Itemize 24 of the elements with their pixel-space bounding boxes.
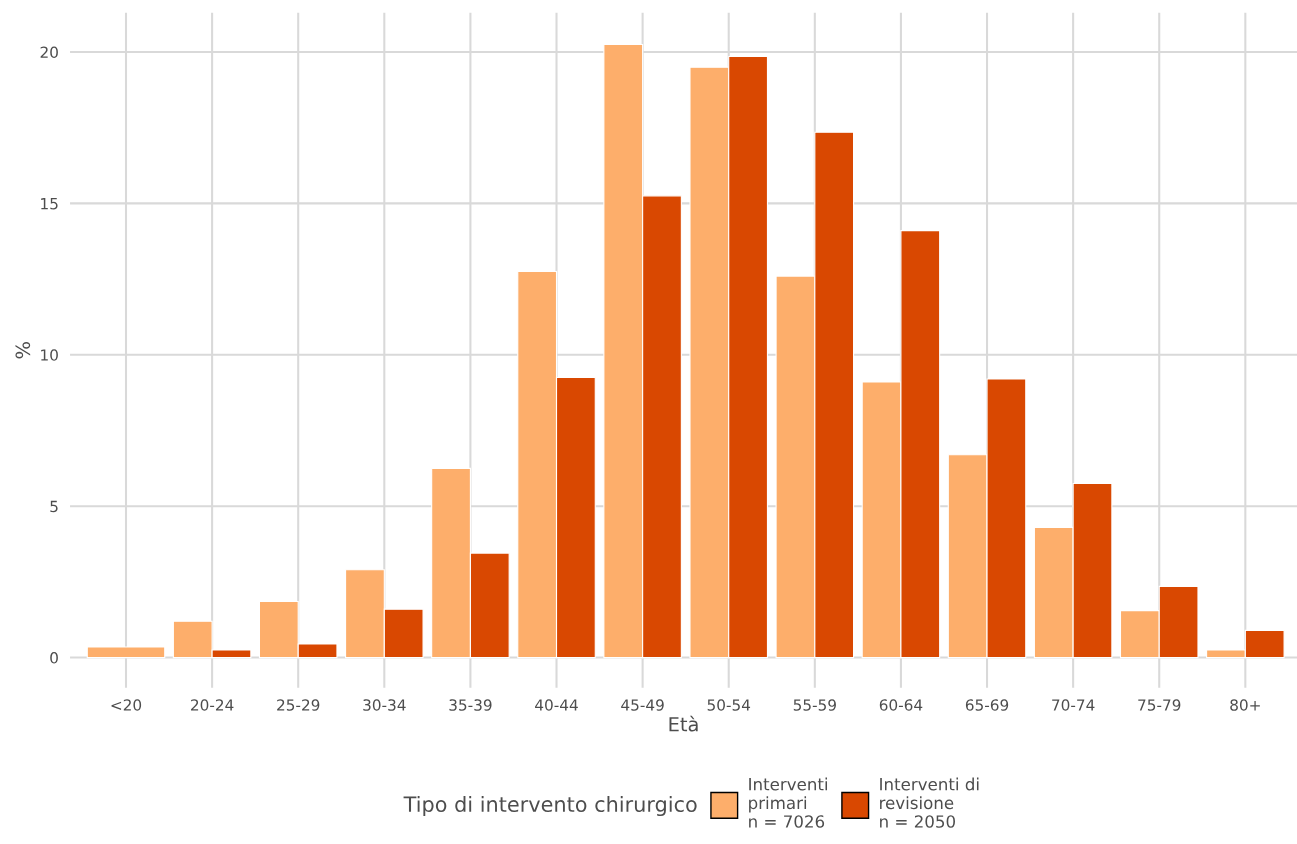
x-tick-label: 45-49	[621, 699, 664, 711]
x-tick-label: 75-79	[1138, 699, 1181, 711]
x-tick-label: 35-39	[449, 699, 492, 711]
x-tick-label: 55-59	[793, 699, 836, 711]
x-tick-label: 30-34	[363, 699, 406, 711]
legend-label: Interventi di revisione n = 2050	[880, 777, 979, 828]
y-tick-label: 20	[40, 46, 58, 59]
x-tick-label: 65-69	[965, 699, 1009, 711]
x-tick-label: 50-54	[707, 699, 751, 711]
y-tick-label: 5	[50, 500, 58, 513]
x-tick-label: 20-24	[191, 699, 234, 711]
y-tick-label: 15	[41, 198, 58, 210]
x-tick-label: 60-64	[879, 699, 923, 711]
y-tick-label: 10	[41, 349, 58, 361]
x-tick-label: 70-74	[1052, 699, 1095, 711]
x-tick-label: 25-29	[277, 699, 320, 711]
legend-label: Interventi primari n = 7026	[749, 777, 828, 828]
legend-title: Tipo di intervento chirurgico	[403, 795, 697, 817]
y-axis-title: %	[15, 342, 31, 359]
x-tick-label: 40-44	[535, 699, 578, 711]
x-axis-title: Età	[669, 715, 698, 732]
y-tick-label: 0	[50, 652, 58, 664]
x-tick-label: 80+	[1230, 699, 1260, 711]
x-tick-label: <20	[111, 699, 142, 711]
